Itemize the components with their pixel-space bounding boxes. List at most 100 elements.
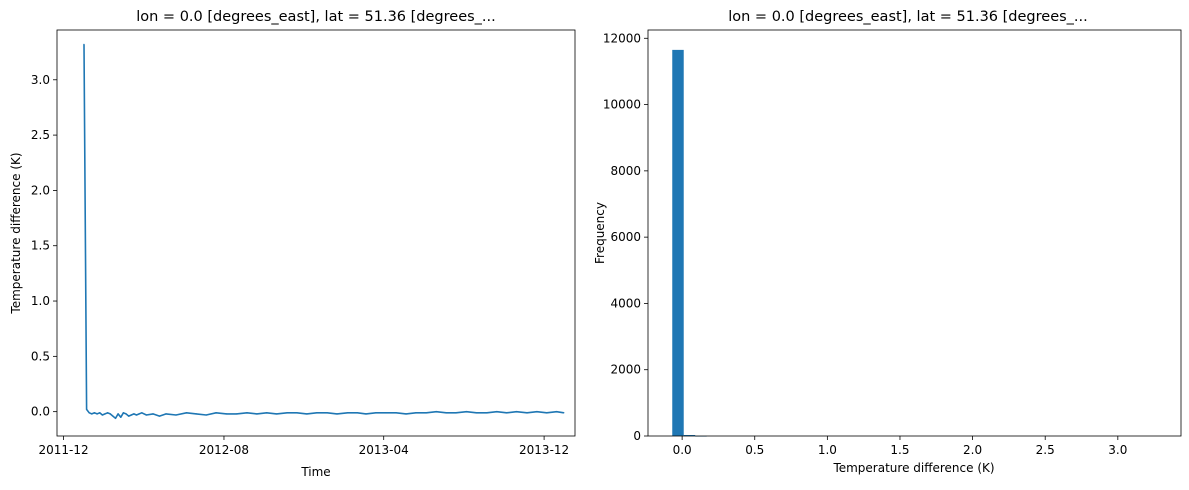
data-point (122, 412, 124, 414)
histogram-chart: lon = 0.0 [degrees_east], lat = 51.36 [d… (593, 9, 1182, 475)
data-point (235, 413, 238, 415)
data-point (455, 412, 457, 414)
left-plot-area (83, 43, 565, 420)
right-y-axis-label: Frequency (593, 202, 607, 264)
data-point (415, 412, 417, 414)
data-point (365, 413, 367, 415)
y-tick-label: 0.5 (31, 349, 50, 363)
data-point (306, 413, 308, 415)
series-line-0 (83, 44, 564, 420)
y-tick-label: 2.0 (31, 183, 50, 197)
data-point (275, 413, 278, 415)
y-tick-label: 2000 (610, 363, 641, 377)
data-point (158, 415, 161, 417)
data-point (175, 414, 177, 416)
data-point (475, 412, 477, 414)
data-point (385, 412, 387, 414)
histogram-bar (683, 435, 696, 436)
data-point (83, 43, 85, 45)
data-point (85, 408, 88, 411)
data-point (96, 413, 98, 415)
data-point (375, 412, 377, 414)
left-x-axis-label: Time (300, 465, 330, 479)
y-tick-label: 3.0 (31, 73, 50, 87)
data-point (93, 412, 96, 414)
data-point (546, 412, 548, 414)
data-point (435, 411, 437, 413)
x-tick-label: 0.5 (745, 443, 764, 457)
data-point (346, 412, 349, 414)
data-point (563, 412, 565, 414)
data-point (515, 411, 518, 413)
y-tick-label: 0 (633, 429, 641, 443)
y-tick-label: 8000 (610, 164, 641, 178)
data-point (425, 412, 428, 414)
x-tick-label: 2013-04 (359, 443, 409, 457)
right-x-axis-label: Temperature difference (K) (832, 461, 994, 475)
data-point (465, 411, 468, 413)
data-point (128, 415, 130, 417)
y-tick-label: 4000 (610, 296, 641, 310)
x-tick-label: 2012-08 (199, 443, 249, 457)
data-point (356, 412, 359, 414)
y-tick-label: 1.0 (31, 294, 50, 308)
data-point (109, 413, 111, 415)
right-ticks: 0.0 0.5 1.0 1.5 2.0 2.5 3.0 0 2000 4000 6000 8000 10… (603, 31, 1128, 457)
data-point (133, 413, 135, 415)
data-point (88, 412, 90, 414)
time-series-chart: lon = 0.0 [degrees_east], lat = 51.36 [d… (9, 9, 576, 479)
data-point (141, 412, 143, 414)
data-point (130, 414, 132, 416)
x-tick-label: 3.0 (1108, 443, 1127, 457)
data-point (555, 411, 558, 413)
data-point (296, 412, 298, 414)
y-tick-label: 10000 (603, 98, 641, 112)
right-plot-area (672, 49, 707, 437)
data-point (107, 412, 109, 414)
data-point (496, 411, 498, 413)
left-axes-frame (56, 29, 576, 437)
data-point (526, 412, 528, 414)
y-tick-label: 0.0 (31, 405, 50, 419)
data-point (205, 414, 207, 416)
data-point (536, 411, 538, 413)
x-tick-label: 2.0 (963, 443, 982, 457)
data-point (112, 415, 114, 417)
histogram-bar (672, 49, 684, 437)
data-point (336, 413, 338, 415)
x-tick-label: 2013-12 (519, 443, 569, 457)
data-point (185, 412, 188, 414)
data-point (99, 412, 101, 414)
left-ticks: 2011-12 2012-08 2013-04 2013-12 0.0 0.5 1.0 1.5… (31, 73, 569, 457)
data-point (246, 412, 248, 414)
x-tick-label: 1.0 (818, 443, 837, 457)
data-point (266, 412, 268, 414)
data-point (506, 412, 508, 414)
data-point (195, 413, 197, 415)
data-point (326, 412, 328, 414)
data-point (120, 416, 122, 418)
data-point (114, 417, 117, 419)
data-point (165, 413, 167, 415)
x-tick-label: 2.5 (1036, 443, 1055, 457)
y-tick-label: 2.5 (31, 128, 50, 142)
data-point (405, 413, 407, 415)
data-point (256, 413, 258, 415)
y-tick-label: 12000 (603, 31, 641, 45)
x-tick-label: 1.5 (890, 443, 909, 457)
left-chart-title: lon = 0.0 [degrees_east], lat = 51.36 [d… (136, 9, 496, 25)
data-point (286, 412, 288, 414)
data-point (316, 412, 318, 414)
data-point (486, 412, 488, 414)
data-point (215, 412, 217, 414)
data-point (445, 412, 447, 414)
data-point (145, 414, 148, 416)
right-axes-frame (647, 29, 1182, 437)
data-point (138, 413, 140, 415)
data-point (101, 414, 103, 416)
right-chart-title: lon = 0.0 [degrees_east], lat = 51.36 [d… (728, 9, 1088, 25)
y-tick-label: 1.5 (31, 239, 50, 253)
data-point (117, 413, 119, 415)
left-y-axis-label: Temperature difference (K) (9, 152, 23, 314)
